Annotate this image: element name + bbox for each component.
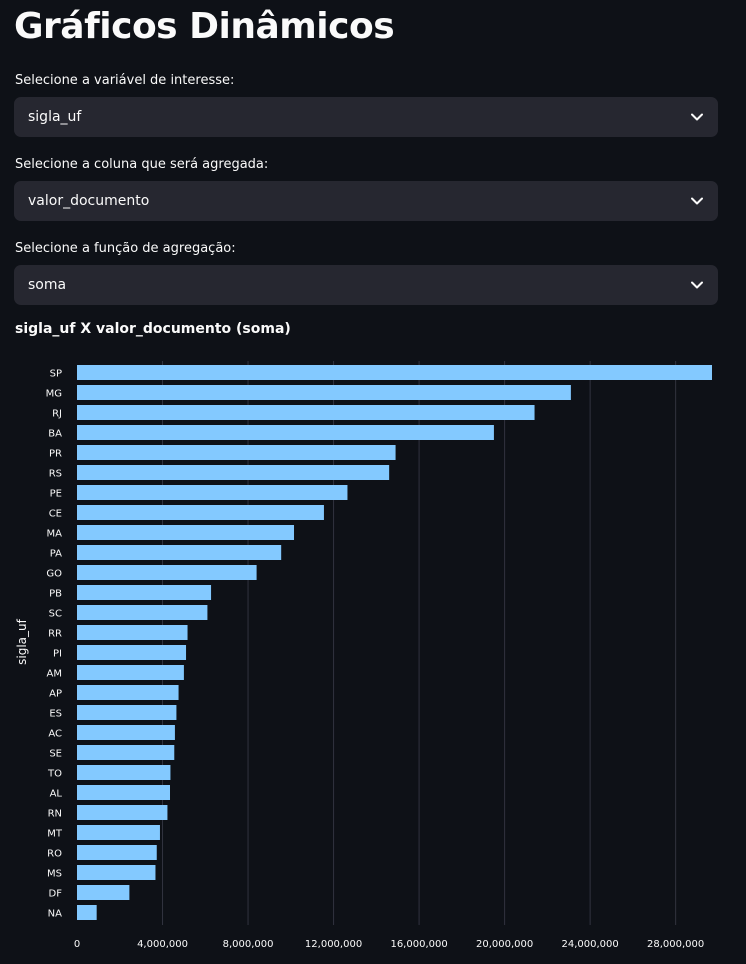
y-tick-label: PB: [49, 589, 62, 600]
bar-ma[interactable]: [77, 525, 295, 540]
bar-rj[interactable]: [77, 405, 535, 420]
y-axis-tick-labels: SP MG RJ BA PR RS PE CE MA PA GO PB SC RR PI AM AP ES AC SE…: [46, 369, 63, 920]
aggregation-function-select[interactable]: soma: [14, 265, 718, 305]
aggregate-column-select-label: Selecione a coluna que será agregada:: [15, 157, 269, 172]
y-tick-label: PI: [53, 649, 62, 660]
y-tick-label: RS: [49, 469, 62, 480]
x-axis-tick-labels: 0 4,000,000 8,000,000 12,000,000 16,000,000 2…: [74, 939, 704, 950]
bar-pi[interactable]: [77, 645, 187, 660]
y-tick-label: MA: [47, 529, 63, 540]
y-tick-label: RJ: [52, 409, 62, 420]
bar-mt[interactable]: [77, 825, 160, 840]
y-tick-label: RR: [48, 629, 62, 640]
y-tick-label: ES: [49, 709, 62, 720]
bar-ms[interactable]: [77, 865, 156, 880]
chart-title: sigla_uf X valor_documento (soma): [15, 321, 291, 337]
x-tick-label: 24,000,000: [561, 939, 618, 950]
bar-ap[interactable]: [77, 685, 179, 700]
y-tick-label: AL: [50, 789, 63, 800]
y-tick-label: SP: [50, 369, 62, 380]
bar-sp[interactable]: [77, 365, 712, 380]
bar-pr[interactable]: [77, 445, 396, 460]
y-tick-label: AP: [49, 689, 62, 700]
y-tick-label: SC: [49, 609, 62, 620]
x-tick-label: 16,000,000: [390, 939, 447, 950]
y-tick-label: AM: [47, 669, 62, 680]
bar-pb[interactable]: [77, 585, 212, 600]
y-tick-label: MS: [47, 869, 62, 880]
chevron-down-icon[interactable]: [690, 110, 704, 124]
bar-mg[interactable]: [77, 385, 571, 400]
page-title: Gráficos Dinâmicos: [14, 6, 395, 47]
x-tick-label: 20,000,000: [476, 939, 533, 950]
bar-ro[interactable]: [77, 845, 157, 860]
y-tick-label: PR: [49, 449, 62, 460]
y-tick-label: MT: [47, 829, 63, 840]
chevron-down-icon[interactable]: [690, 278, 704, 292]
y-tick-label: RO: [47, 849, 62, 860]
bar-ac[interactable]: [77, 725, 175, 740]
bar-ce[interactable]: [77, 505, 324, 520]
x-tick-label: 12,000,000: [305, 939, 362, 950]
bar-to[interactable]: [77, 765, 171, 780]
y-tick-label: PA: [50, 549, 62, 560]
bar-rs[interactable]: [77, 465, 390, 480]
x-tick-label: 28,000,000: [647, 939, 704, 950]
x-tick-label: 8,000,000: [223, 939, 274, 950]
aggregate-column-select-value: valor_documento: [28, 193, 150, 209]
bar-am[interactable]: [77, 665, 184, 680]
y-tick-label: AC: [48, 729, 62, 740]
variable-select-label: Selecione a variável de interesse:: [15, 73, 235, 88]
y-tick-label: BA: [48, 429, 62, 440]
y-tick-label: MG: [46, 389, 62, 400]
bar-sc[interactable]: [77, 605, 208, 620]
y-tick-label: RN: [48, 809, 62, 820]
bar-chart[interactable]: SP MG RJ BA PR RS PE CE MA PA GO PB SC RR PI AM AP ES AC SE…: [0, 350, 746, 964]
y-axis-title: sigla_uf: [15, 618, 29, 664]
y-tick-label: GO: [46, 569, 62, 580]
bar-rn[interactable]: [77, 805, 168, 820]
y-tick-label: CE: [49, 509, 62, 520]
y-tick-label: TO: [47, 769, 62, 780]
bar-se[interactable]: [77, 745, 175, 760]
aggregation-function-select-value: soma: [28, 277, 67, 293]
variable-select[interactable]: sigla_uf: [14, 97, 718, 137]
bar-go[interactable]: [77, 565, 257, 580]
aggregate-column-select[interactable]: valor_documento: [14, 181, 718, 221]
bar-al[interactable]: [77, 785, 171, 800]
bars: [77, 365, 712, 920]
variable-select-value: sigla_uf: [28, 109, 82, 125]
bar-rr[interactable]: [77, 625, 188, 640]
bar-es[interactable]: [77, 705, 177, 720]
aggregation-function-select-label: Selecione a função de agregação:: [15, 241, 236, 256]
bar-ba[interactable]: [77, 425, 494, 440]
bar-na[interactable]: [77, 905, 97, 920]
x-tick-label: 0: [74, 939, 80, 950]
x-tick-label: 4,000,000: [137, 939, 188, 950]
y-tick-label: PE: [50, 489, 62, 500]
bar-pe[interactable]: [77, 485, 348, 500]
chevron-down-icon[interactable]: [690, 194, 704, 208]
y-tick-label: NA: [48, 909, 62, 920]
y-tick-label: DF: [49, 889, 63, 900]
y-tick-label: SE: [49, 749, 62, 760]
bar-pa[interactable]: [77, 545, 282, 560]
bar-df[interactable]: [77, 885, 130, 900]
